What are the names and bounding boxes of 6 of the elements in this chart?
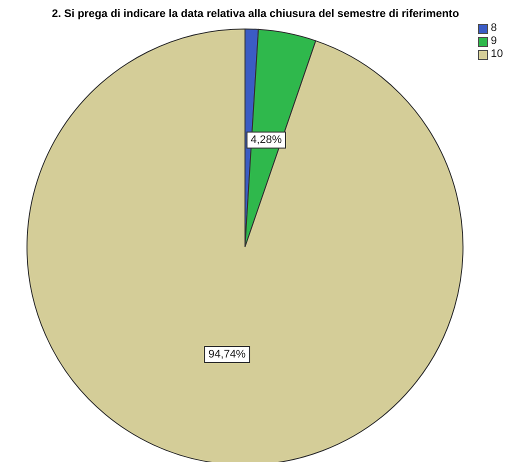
data-label: 4,28% xyxy=(250,134,282,146)
data-label: 94,74% xyxy=(208,348,246,361)
chart-title: 2. Si prega di indicare la data relativa alla chiusura del semestre di riferimento xyxy=(50,8,460,20)
legend-label: 8 xyxy=(490,22,497,35)
slice-label: 10 xyxy=(490,48,503,61)
legend-label: 9 xyxy=(490,35,497,48)
